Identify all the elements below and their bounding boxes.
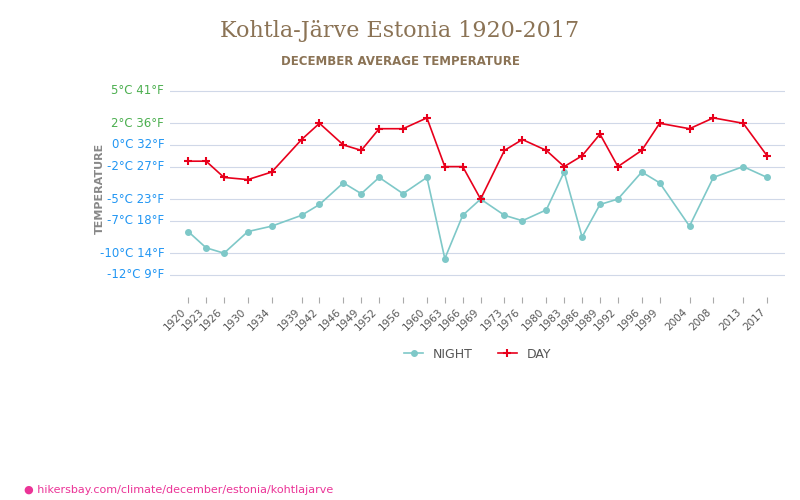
DAY (243, 176, 253, 182)
DAY (595, 131, 605, 137)
DAY (542, 148, 551, 154)
DAY (476, 196, 486, 202)
Y-axis label: TEMPERATURE: TEMPERATURE (95, 142, 105, 234)
DAY (578, 153, 587, 159)
DAY (357, 148, 366, 154)
DAY (613, 164, 622, 170)
NIGHT (267, 223, 277, 229)
DAY (398, 126, 408, 132)
DAY (559, 164, 569, 170)
NIGHT (374, 174, 384, 180)
DAY (202, 158, 211, 164)
NIGHT (655, 180, 665, 186)
NIGHT (398, 190, 408, 196)
NIGHT (595, 202, 605, 207)
Text: 2°C 36°F: 2°C 36°F (111, 117, 164, 130)
DAY (267, 169, 277, 175)
NIGHT (458, 212, 467, 218)
NIGHT (314, 202, 324, 207)
NIGHT (542, 207, 551, 213)
DAY (685, 126, 694, 132)
Text: -12°C 9°F: -12°C 9°F (107, 268, 164, 281)
NIGHT (613, 196, 622, 202)
NIGHT (518, 218, 527, 224)
Line: NIGHT: NIGHT (186, 164, 770, 262)
NIGHT (440, 256, 450, 262)
Text: 0°C 32°F: 0°C 32°F (111, 138, 164, 151)
NIGHT (685, 223, 694, 229)
NIGHT (357, 190, 366, 196)
NIGHT (243, 228, 253, 234)
DAY (422, 115, 432, 121)
NIGHT (709, 174, 718, 180)
DAY (500, 148, 510, 154)
NIGHT (422, 174, 432, 180)
DAY (655, 120, 665, 126)
Text: -2°C 27°F: -2°C 27°F (107, 160, 164, 173)
Text: 5°C 41°F: 5°C 41°F (111, 84, 164, 98)
NIGHT (637, 169, 646, 175)
DAY (440, 164, 450, 170)
Text: ● hikersbay.com/climate/december/estonia/kohtlajarve: ● hikersbay.com/climate/december/estonia… (24, 485, 334, 495)
NIGHT (738, 164, 748, 170)
DAY (314, 120, 324, 126)
NIGHT (762, 174, 772, 180)
DAY (738, 120, 748, 126)
NIGHT (559, 169, 569, 175)
NIGHT (183, 228, 193, 234)
NIGHT (219, 250, 229, 256)
NIGHT (297, 212, 306, 218)
DAY (374, 126, 384, 132)
NIGHT (578, 234, 587, 240)
Text: -10°C 14°F: -10°C 14°F (99, 246, 164, 260)
DAY (762, 153, 772, 159)
Text: -5°C 23°F: -5°C 23°F (107, 192, 164, 205)
Line: DAY: DAY (184, 114, 771, 203)
DAY (219, 174, 229, 180)
Text: Kohtla-Järve Estonia 1920-2017: Kohtla-Järve Estonia 1920-2017 (221, 20, 579, 42)
DAY (338, 142, 348, 148)
Legend: NIGHT, DAY: NIGHT, DAY (399, 343, 556, 366)
NIGHT (500, 212, 510, 218)
DAY (709, 115, 718, 121)
Text: DECEMBER AVERAGE TEMPERATURE: DECEMBER AVERAGE TEMPERATURE (281, 55, 519, 68)
NIGHT (338, 180, 348, 186)
Text: -7°C 18°F: -7°C 18°F (107, 214, 164, 227)
NIGHT (202, 245, 211, 251)
NIGHT (476, 196, 486, 202)
DAY (637, 148, 646, 154)
DAY (183, 158, 193, 164)
DAY (458, 164, 467, 170)
DAY (518, 136, 527, 142)
DAY (297, 136, 306, 142)
